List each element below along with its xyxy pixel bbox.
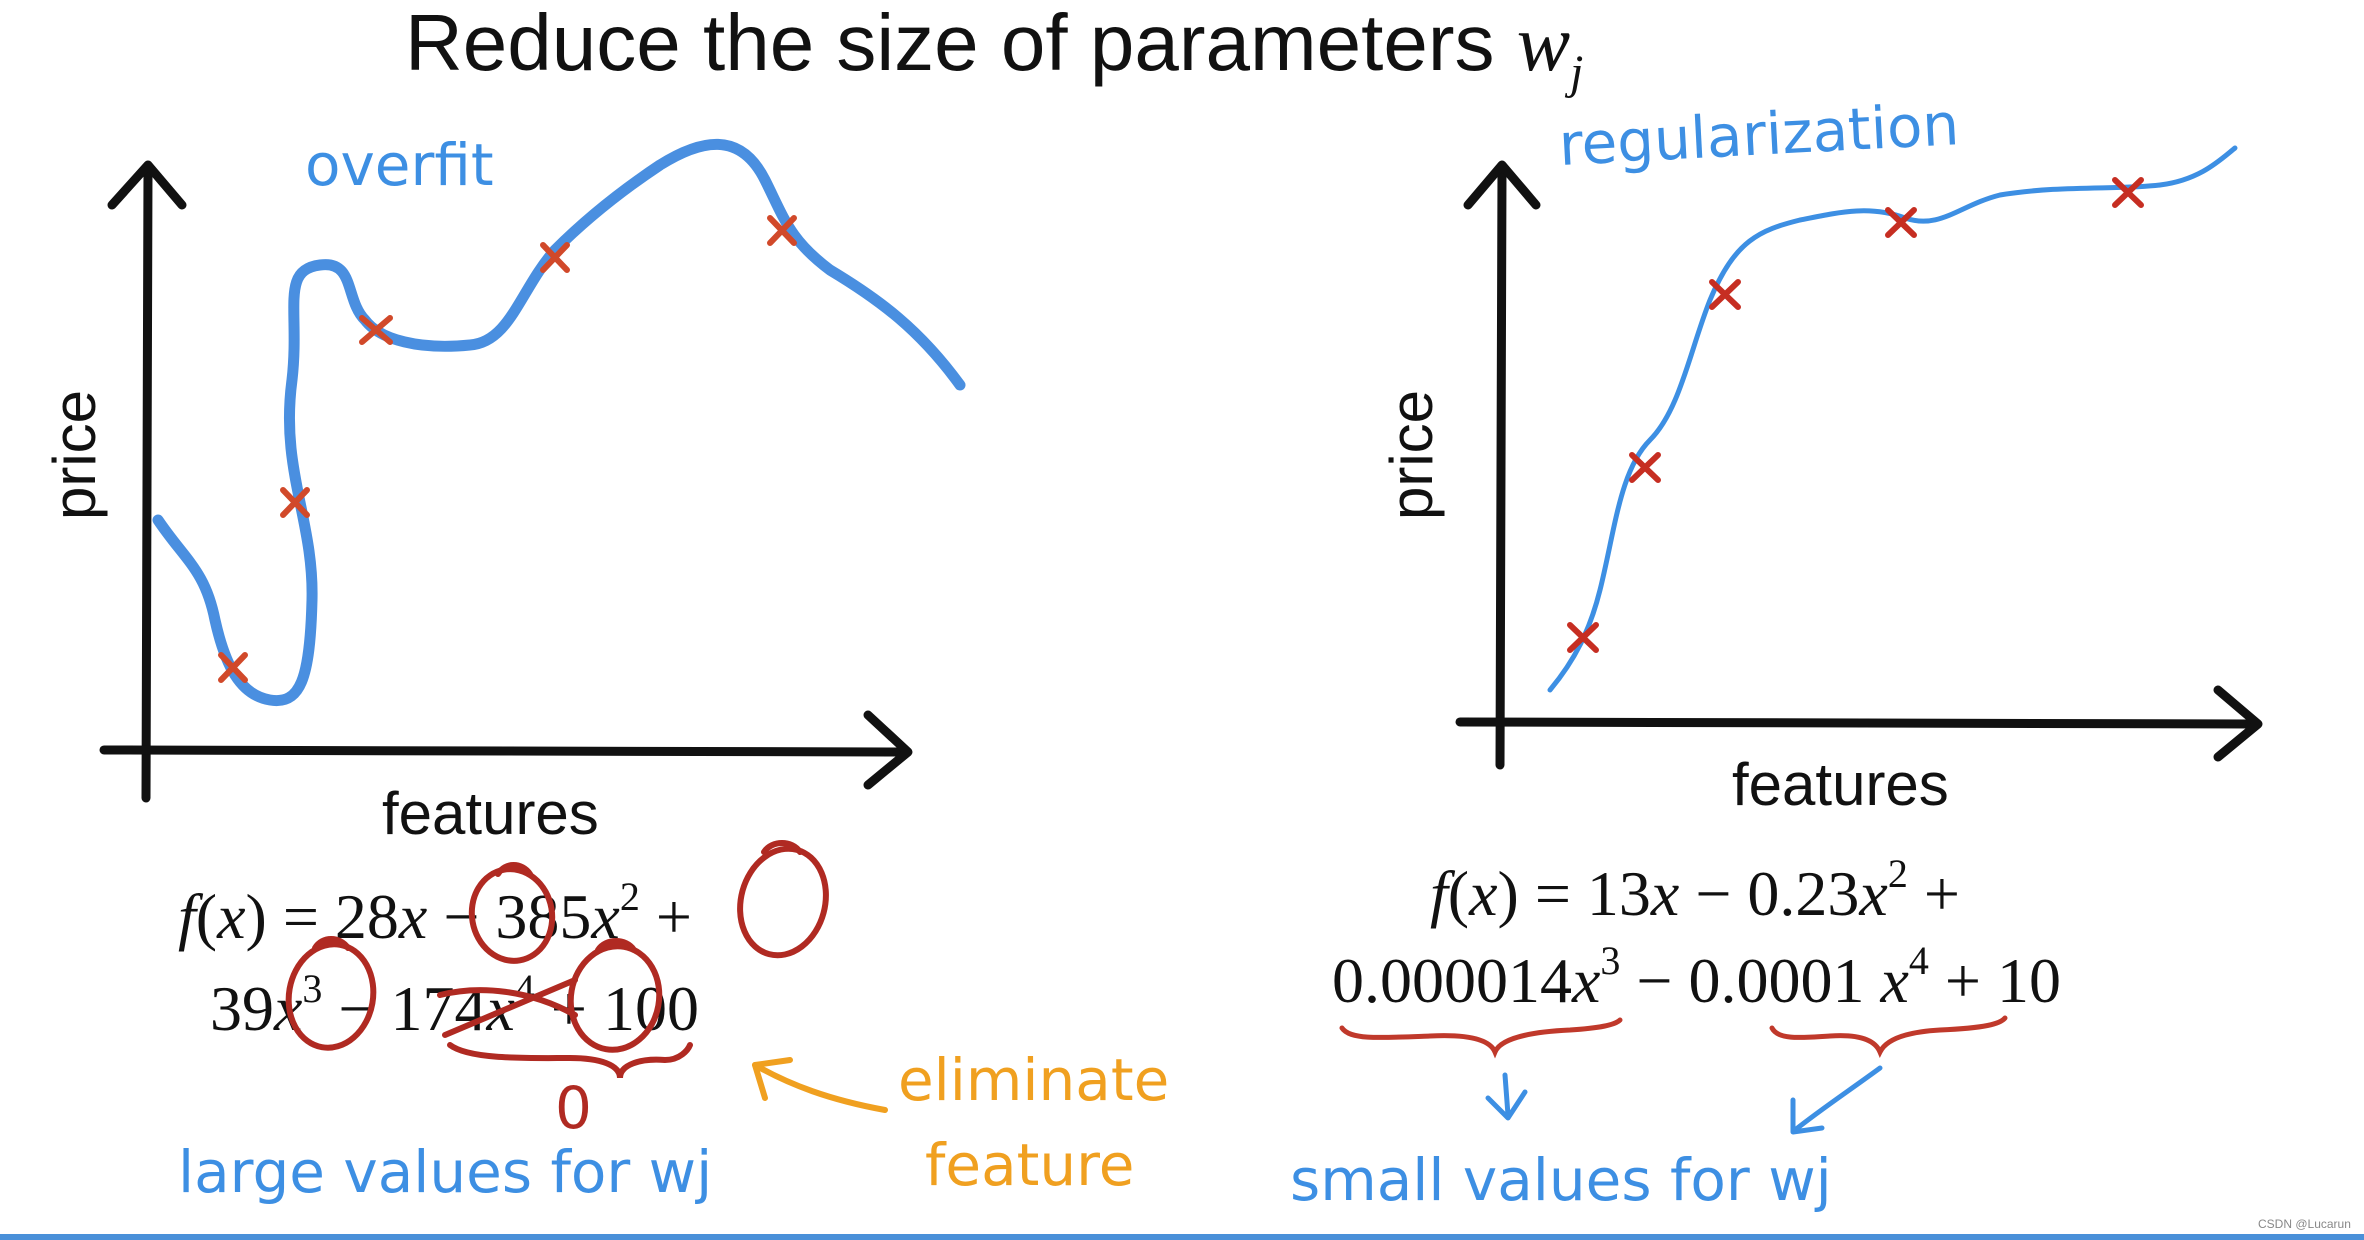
left-x-arrowhead (863, 710, 913, 790)
regularization-annotation: regularization (1557, 90, 1961, 179)
left-data-points (218, 215, 797, 683)
right-y-axis-label: price (1378, 390, 1445, 520)
left-panel: price features overfit f(x) = 28x − 385x… (41, 131, 1169, 1206)
small-values-note: small values for wj (1290, 1146, 1832, 1214)
overfit-curve (152, 138, 966, 707)
overfit-annotation: overfit (305, 131, 494, 199)
left-y-axis (141, 165, 153, 803)
right-panel: price features regularization f(x) = 13x… (1290, 90, 2263, 1214)
right-data-point-4 (1885, 207, 1917, 238)
right-data-point-2 (1629, 452, 1661, 483)
left-x-axis (99, 745, 910, 757)
right-x-arrowhead (2213, 685, 2263, 762)
right-axes (1455, 160, 2263, 770)
right-x-axis (1455, 717, 2260, 729)
small-values-arrows (1485, 1065, 1883, 1135)
eliminate-arrow (752, 1057, 888, 1113)
right-y-axis (1495, 165, 1507, 770)
right-x-axis-label: features (1732, 751, 1949, 818)
circle-x3-term-tick (312, 936, 351, 951)
left-term-circles (285, 840, 829, 1079)
circle-x2-term (737, 845, 829, 959)
eliminate-label: eliminate (898, 1046, 1169, 1114)
circle-x-term-tick (495, 862, 533, 877)
brace-174-term (447, 1042, 693, 1079)
arrow-left (1485, 1072, 1528, 1121)
brace-0.000014 (1339, 1017, 1623, 1059)
right-y-arrowhead (1463, 160, 1541, 210)
left-equation-line1: f(x) = 28x − 385x2 + (178, 874, 692, 952)
zero-mark: 0 (555, 1074, 592, 1142)
slide-title: Reduce the size of parameters wj (405, 0, 1583, 99)
left-data-point-1 (218, 652, 248, 683)
right-data-point-1 (1567, 622, 1599, 653)
right-data-point-5 (2112, 177, 2144, 208)
watermark: CSDN @Lucarun (2258, 1217, 2351, 1231)
left-axes (99, 160, 913, 803)
right-equation-line1: f(x) = 13x − 0.23x2 + (1430, 851, 1960, 929)
strike-174 (437, 977, 578, 1038)
left-y-arrowhead (107, 160, 187, 210)
left-data-point-2 (280, 487, 310, 518)
arrow-right (1790, 1065, 1883, 1135)
left-data-point-4 (540, 242, 570, 273)
brace-0.0001 (1769, 1015, 2008, 1058)
circle-x3-term (285, 941, 377, 1051)
right-braces (1339, 1015, 2008, 1059)
large-values-note: large values for wj (178, 1138, 712, 1206)
regularized-curve (1547, 145, 2238, 693)
circle-x2-term-tick (761, 840, 803, 855)
left-data-point-3 (359, 315, 393, 345)
left-data-point-5 (767, 215, 797, 246)
left-x-axis-label: features (382, 780, 599, 847)
left-y-axis-label: price (41, 390, 108, 520)
right-equation-line2: 0.000014x3 − 0.0001 x4 + 10 (1332, 938, 2061, 1016)
circle-x4-term (567, 943, 663, 1053)
bottom-rule (0, 1234, 2364, 1240)
feature-label: feature (925, 1131, 1134, 1199)
right-data-points (1567, 177, 2144, 653)
circle-x4-term-tick (595, 938, 637, 953)
right-data-point-3 (1709, 279, 1741, 310)
